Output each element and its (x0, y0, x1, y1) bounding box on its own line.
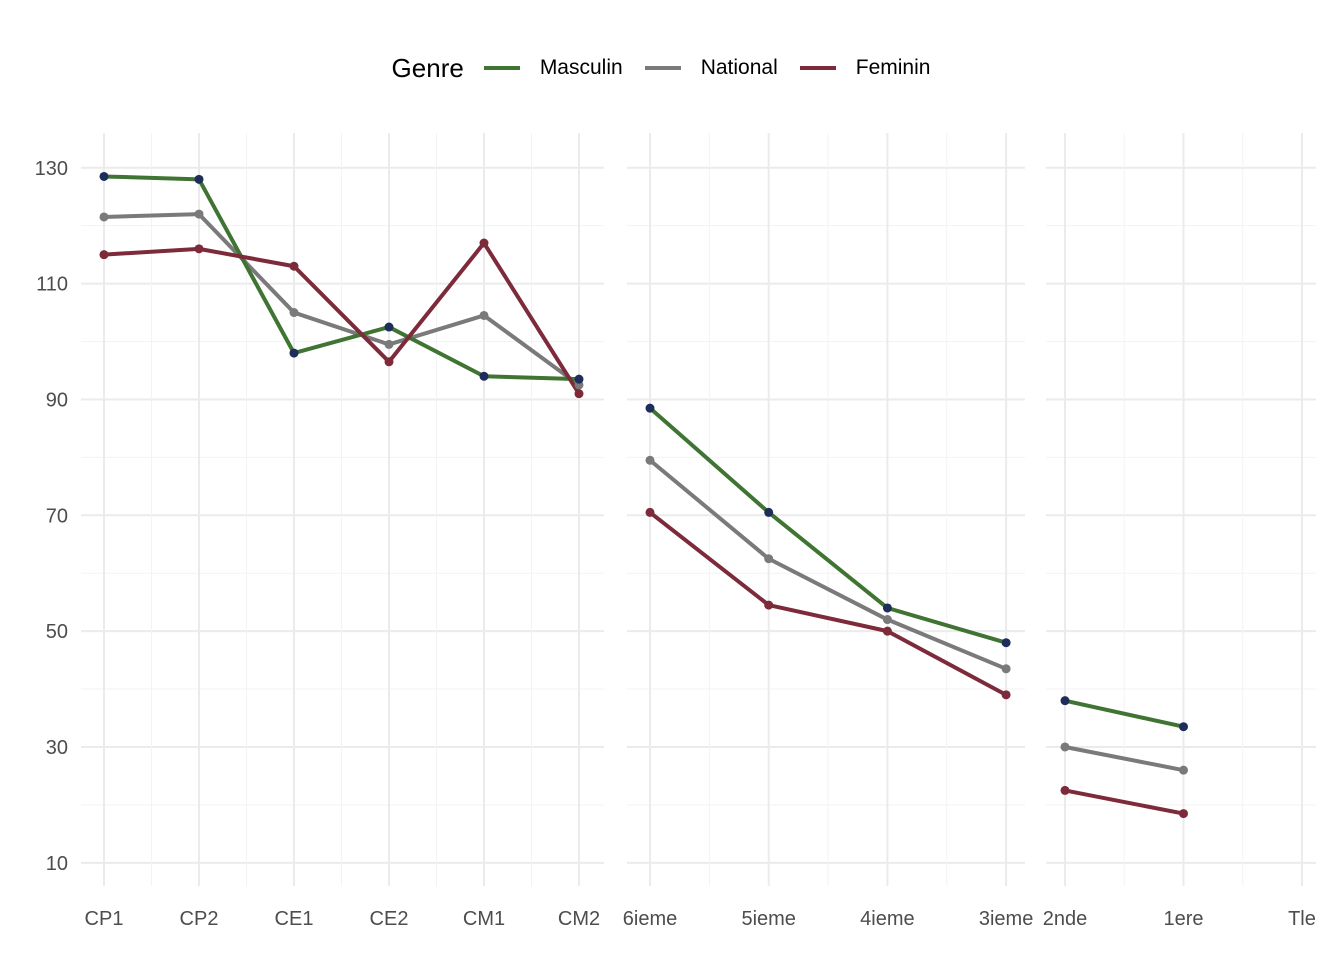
x-tick-label: CE1 (275, 908, 314, 930)
data-point-feminin (645, 507, 655, 517)
data-point-feminin (194, 244, 204, 254)
points-group (99, 171, 1188, 819)
series-line-national (103, 212, 581, 387)
data-point-feminin (1060, 785, 1070, 795)
x-tick-label: 6ieme (623, 908, 677, 930)
data-point-feminin (479, 238, 489, 248)
data-point-feminin (764, 600, 774, 610)
series-line-masculin (1064, 698, 1184, 729)
legend-item-feminin: Feminin (799, 56, 931, 80)
series-group (103, 174, 1184, 816)
data-point-masculin (1179, 722, 1188, 732)
x-tick-label: CM2 (558, 908, 600, 930)
legend-item-masculin: Masculin (483, 56, 623, 80)
legend-key-masculin (483, 66, 520, 70)
data-point-feminin (384, 357, 394, 367)
data-point-national (99, 212, 109, 222)
data-point-masculin (194, 174, 204, 184)
x-tick-label: Tle (1288, 908, 1316, 930)
y-tick-label: 110 (36, 274, 68, 296)
data-point-masculin (289, 348, 299, 358)
x-tick-label: 3ieme (979, 908, 1033, 930)
legend-key-feminin (799, 66, 836, 70)
data-point-national (194, 209, 204, 219)
data-point-feminin (1001, 690, 1011, 700)
tick-labels-group: 10 30 50 70 90 110 130 CP1 CP2 CE1 CE2 CM1 CM2 6ieme 5… (35, 158, 1316, 930)
legend-label-masculin: Masculin (539, 56, 623, 79)
data-point-feminin (289, 261, 299, 271)
x-tick-label: 5ieme (741, 908, 795, 930)
legend-key-national (644, 66, 681, 70)
data-point-national (764, 554, 774, 564)
y-tick-label: 10 (46, 853, 68, 875)
data-point-national (645, 455, 655, 465)
data-point-masculin (479, 371, 489, 381)
y-tick-label: 70 (46, 505, 68, 527)
legend-item-national: National (644, 56, 778, 80)
x-tick-label: 4ieme (860, 908, 914, 930)
x-tick-label: 2nde (1043, 908, 1088, 930)
data-point-masculin (1001, 638, 1011, 648)
legend-label-national: National (700, 56, 778, 79)
x-tick-label: CP1 (85, 908, 124, 930)
series-line-national (1064, 745, 1184, 773)
series-line-feminin (103, 241, 581, 395)
legend-label-feminin: Feminin (855, 56, 931, 79)
series-line-masculin (648, 406, 1007, 645)
legend-title: Genre (391, 52, 464, 83)
y-tick-label: 30 (46, 737, 68, 759)
x-tick-label: 1ere (1163, 908, 1203, 930)
series-line-feminin (1064, 788, 1184, 816)
data-point-feminin (882, 626, 892, 636)
series-line-feminin (648, 510, 1008, 697)
data-point-national (882, 615, 892, 625)
x-tick-label: CP2 (180, 908, 219, 930)
data-point-national (289, 308, 299, 318)
data-point-masculin (574, 374, 584, 384)
y-tick-label: 90 (46, 389, 68, 411)
data-point-feminin (574, 389, 584, 399)
data-point-masculin (99, 171, 109, 181)
x-tick-label: CE2 (370, 908, 409, 930)
data-point-masculin (1060, 696, 1070, 706)
data-point-national (479, 310, 489, 320)
data-point-national (1179, 765, 1188, 775)
legend: Genre Masculin National Feminin (0, 44, 1344, 92)
data-point-national (384, 339, 394, 349)
series-line-national (648, 458, 1007, 671)
data-point-masculin (764, 507, 774, 517)
grid-group (81, 133, 1316, 886)
data-point-national (1060, 742, 1070, 752)
series-line-masculin (103, 174, 580, 382)
x-tick-label: CM1 (463, 908, 505, 930)
y-tick-label: 50 (46, 621, 68, 643)
data-point-masculin (882, 603, 892, 613)
data-point-masculin (384, 322, 394, 332)
data-point-national (1001, 664, 1011, 674)
data-point-masculin (645, 403, 655, 413)
y-tick-label: 130 (35, 158, 68, 180)
data-point-feminin (1179, 809, 1188, 819)
data-point-feminin (99, 250, 109, 260)
